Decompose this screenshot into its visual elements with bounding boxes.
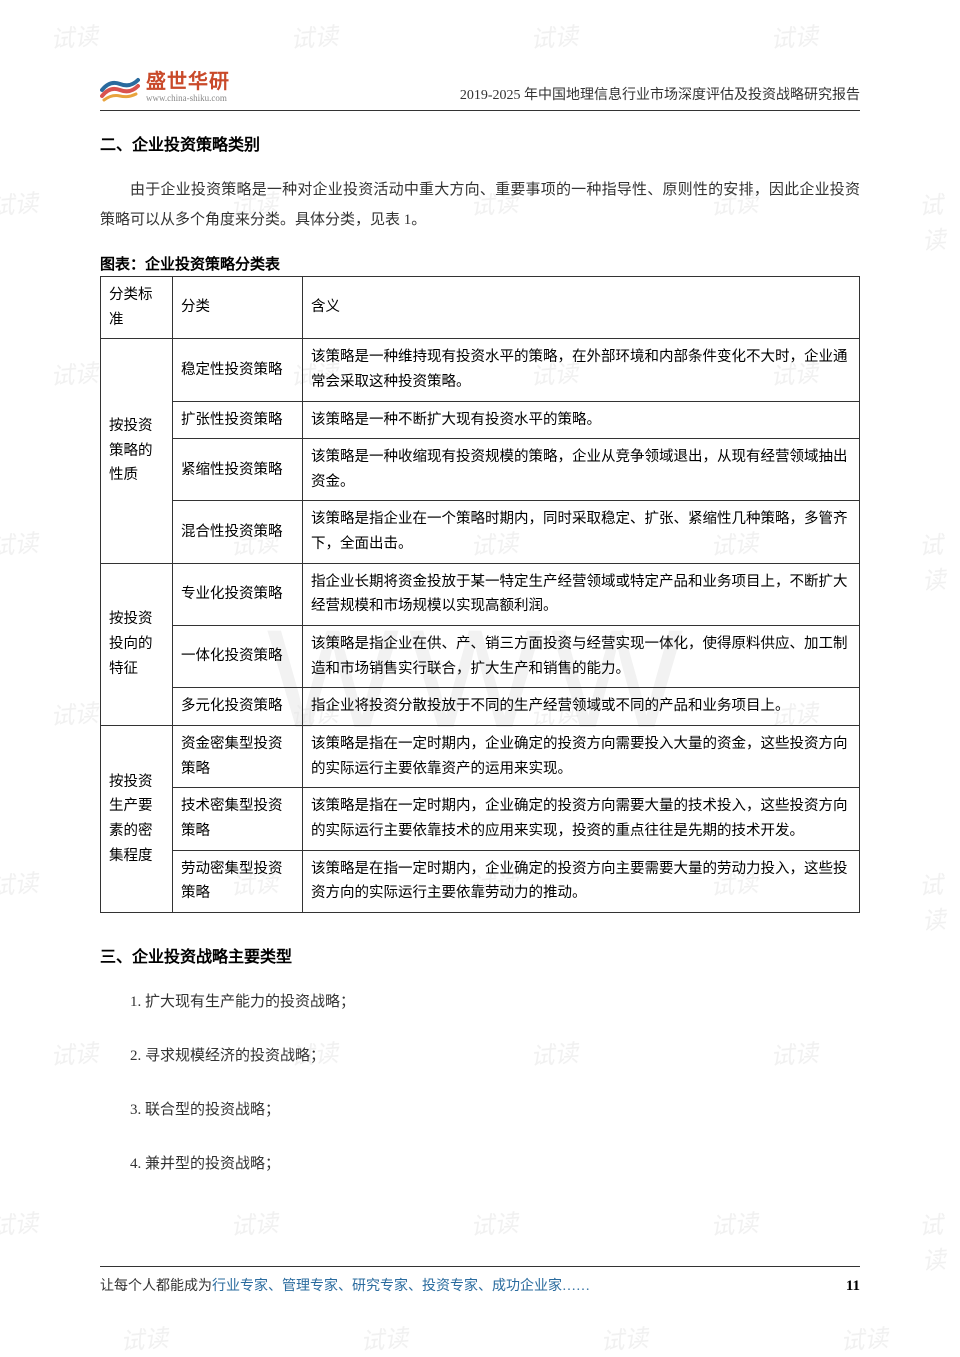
table-title: 图表：企业投资策略分类表	[100, 253, 860, 274]
strategy-type-list: 1. 扩大现有生产能力的投资战略； 2. 寻求规模经济的投资战略； 3. 联合型的投…	[100, 987, 860, 1179]
logo-sub-text: www.china-shiku.com	[146, 94, 230, 103]
table-meaning-cell: 该策略是指在一定时期内，企业确定的投资方向需要投入大量的资金，这些投资方向的实际…	[303, 725, 860, 787]
watermark: 试读	[359, 1318, 410, 1357]
page-header: 盛世华研 www.china-shiku.com 2019-2025 年中国地理…	[100, 70, 860, 111]
table-name-cell: 一体化投资策略	[173, 626, 303, 688]
table-name-cell: 混合性投资策略	[173, 501, 303, 563]
document-title: 2019-2025 年中国地理信息行业市场深度评估及投资战略研究报告	[460, 84, 860, 104]
table-group-cell: 按投资生产要素的密集程度	[101, 725, 173, 912]
logo-block: 盛世华研 www.china-shiku.com	[100, 70, 230, 104]
table-header-cell: 含义	[303, 277, 860, 339]
watermark: 试读	[119, 1318, 170, 1357]
table-meaning-cell: 该策略是一种不断扩大现有投资水平的策略。	[303, 401, 860, 439]
strategy-table: 分类标准分类含义按投资策略的性质稳定性投资策略该策略是一种维持现有投资水平的策略…	[100, 276, 860, 913]
section-2-title: 二、企业投资策略类别	[100, 131, 860, 155]
table-meaning-cell: 该策略是指企业在一个策略时期内，同时采取稳定、扩张、紧缩性几种策略，多管齐下，全…	[303, 501, 860, 563]
footer-slogan: 让每个人都能成为行业专家、管理专家、研究专家、投资专家、成功企业家……	[100, 1275, 590, 1295]
section-3-title: 三、企业投资战略主要类型	[100, 943, 860, 967]
table-group-cell: 按投资投向的特征	[101, 563, 173, 725]
company-logo-icon	[100, 70, 140, 104]
table-meaning-cell: 该策略是一种收缩现有投资规模的策略，企业从竞争领域退出，从现有经营领域抽出资金。	[303, 439, 860, 501]
table-meaning-cell: 该策略是指企业在供、产、销三方面投资与经营实现一体化，使得原料供应、加工制造和市…	[303, 626, 860, 688]
list-item: 4. 兼并型的投资战略；	[100, 1149, 860, 1179]
list-item: 2. 寻求规模经济的投资战略；	[100, 1041, 860, 1071]
table-name-cell: 多元化投资策略	[173, 688, 303, 726]
table-meaning-cell: 该策略是一种维持现有投资水平的策略，在外部环境和内部条件变化不大时，企业通常会采…	[303, 339, 860, 401]
table-meaning-cell: 指企业长期将资金投放于某一特定生产经营领域或特定产品和业务项目上，不断扩大经营规…	[303, 563, 860, 625]
table-header-cell: 分类标准	[101, 277, 173, 339]
section-2-paragraph: 由于企业投资策略是一种对企业投资活动中重大方向、重要事项的一种指导性、原则性的安…	[100, 175, 860, 235]
watermark: 试读	[599, 1318, 650, 1357]
table-meaning-cell: 该策略是在指一定时期内，企业确定的投资方向主要需要大量的劳动力投入，这些投资方向…	[303, 850, 860, 912]
page-container: 盛世华研 www.china-shiku.com 2019-2025 年中国地理…	[0, 0, 960, 1263]
logo-main-text: 盛世华研	[146, 72, 230, 92]
table-name-cell: 扩张性投资策略	[173, 401, 303, 439]
page-number: 11	[846, 1278, 860, 1295]
table-meaning-cell: 指企业将投资分散投放于不同的生产经营领域或不同的产品和业务项目上。	[303, 688, 860, 726]
footer-accent: 行业专家、管理专家、研究专家、投资专家、成功企业家……	[212, 1279, 590, 1294]
table-name-cell: 专业化投资策略	[173, 563, 303, 625]
table-header-cell: 分类	[173, 277, 303, 339]
list-item: 3. 联合型的投资战略；	[100, 1095, 860, 1125]
footer-prefix: 让每个人都能成为	[100, 1279, 212, 1294]
table-name-cell: 资金密集型投资策略	[173, 725, 303, 787]
table-meaning-cell: 该策略是指在一定时期内，企业确定的投资方向需要大量的技术投入，这些投资方向的实际…	[303, 788, 860, 850]
watermark: 试读	[839, 1318, 890, 1357]
table-name-cell: 稳定性投资策略	[173, 339, 303, 401]
table-name-cell: 技术密集型投资策略	[173, 788, 303, 850]
table-name-cell: 紧缩性投资策略	[173, 439, 303, 501]
table-name-cell: 劳动密集型投资策略	[173, 850, 303, 912]
table-group-cell: 按投资策略的性质	[101, 339, 173, 563]
list-item: 1. 扩大现有生产能力的投资战略；	[100, 987, 860, 1017]
page-footer: 让每个人都能成为行业专家、管理专家、研究专家、投资专家、成功企业家…… 11	[100, 1266, 860, 1295]
